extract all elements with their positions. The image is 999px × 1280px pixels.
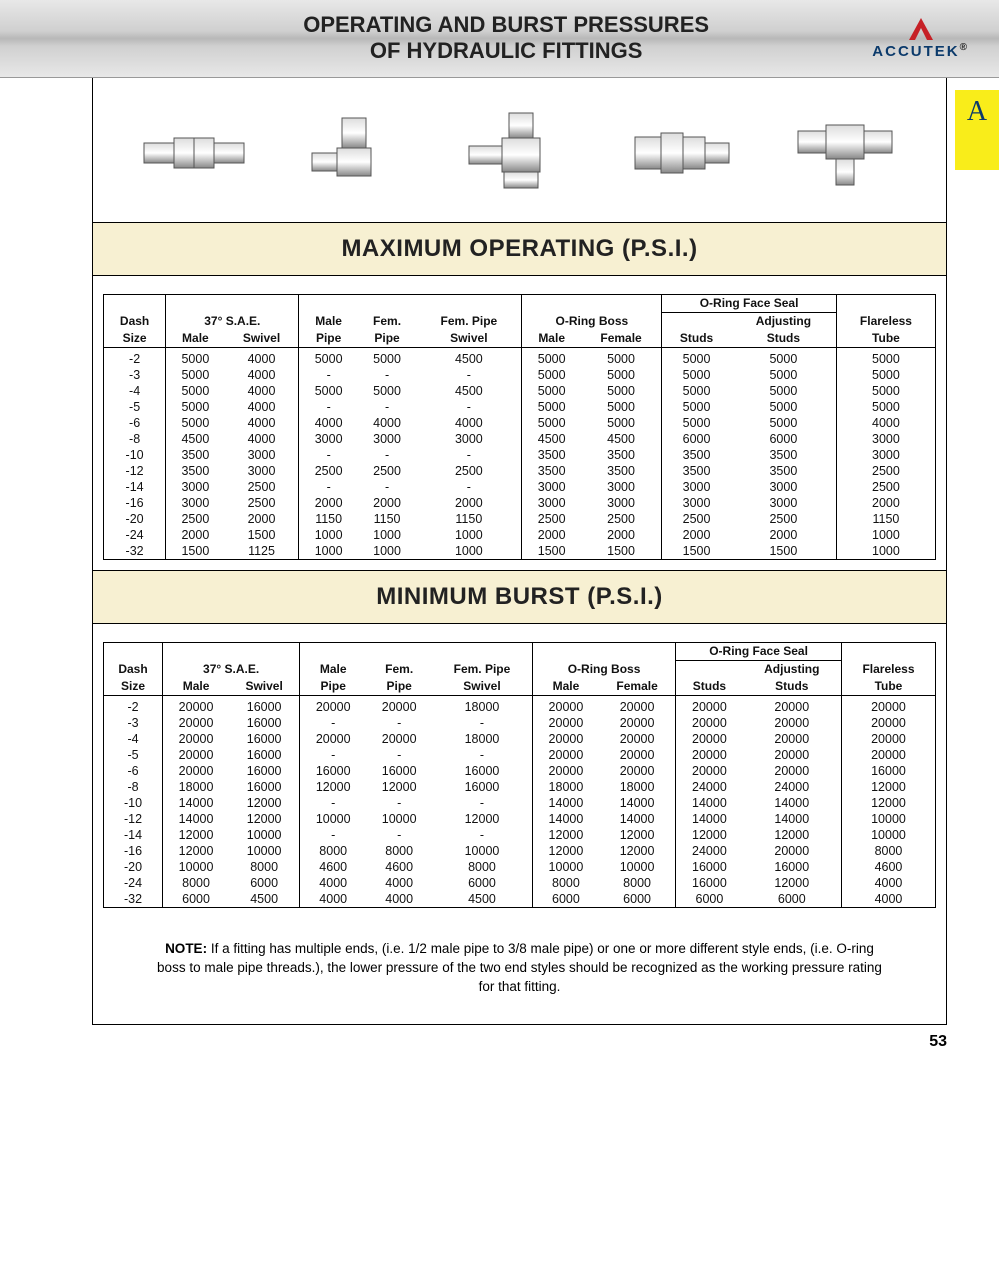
table-row: -201000080004600460080001000010000160001…: [104, 859, 936, 875]
table-row: -321500112510001000100015001500150015001…: [104, 543, 936, 560]
table-row: -620000160001600016000160002000020000200…: [104, 763, 936, 779]
table-row: -101400012000---140001400014000140001200…: [104, 795, 936, 811]
table-row: -242000150010001000100020002000200020001…: [104, 527, 936, 543]
title-line2: OF HYDRAULIC FITTINGS: [370, 38, 643, 63]
brand-name: ACCUTEK®: [872, 42, 969, 60]
table-row: -1035003000---35003500350035003000: [104, 447, 936, 463]
table-row: -121400012000100001000012000140001400014…: [104, 811, 936, 827]
fitting-orfs-icon: [627, 123, 737, 183]
brand-triangle-icon: [905, 16, 937, 42]
page-number: 53: [0, 1025, 999, 1065]
content-frame: MAXIMUM OPERATING (P.S.I.) O-Ring Face S…: [92, 78, 947, 1026]
header-bar: OPERATING AND BURST PRESSURES OF HYDRAUL…: [0, 0, 999, 78]
page-title: OPERATING AND BURST PRESSURES OF HYDRAUL…: [140, 12, 872, 65]
footnote: NOTE: If a fitting has multiple ends, (i…: [93, 918, 946, 1025]
table-row: -32000016000---2000020000200002000020000: [104, 715, 936, 731]
fitting-images-row: [93, 78, 946, 222]
section-title-burst: MINIMUM BURST (P.S.I.): [93, 570, 946, 624]
table-row: -350004000---50005000500050005000: [104, 367, 936, 383]
note-label: NOTE:: [165, 941, 207, 956]
table-row: -250004000500050004500500050005000500050…: [104, 347, 936, 367]
table-row: -248000600040004000600080008000160001200…: [104, 875, 936, 891]
table-row: -845004000300030003000450045006000600030…: [104, 431, 936, 447]
table-row: -1430002500---30003000300030002500: [104, 479, 936, 495]
note-text: If a fitting has multiple ends, (i.e. 1/…: [157, 941, 882, 994]
fitting-elbow-npt-icon: [302, 113, 402, 193]
table-row: -123500300025002500250035003500350035002…: [104, 463, 936, 479]
brand-logo: ACCUTEK®: [872, 16, 969, 60]
section-tab: A: [955, 90, 999, 170]
fitting-elbow-orb-icon: [454, 108, 574, 198]
table-row: -163000250020002000200030003000300030002…: [104, 495, 936, 511]
table-row: -220000160002000020000180002000020000200…: [104, 695, 936, 715]
table-row: -650004000400040004000500050005000500040…: [104, 415, 936, 431]
section-title-max: MAXIMUM OPERATING (P.S.I.): [93, 222, 946, 276]
table-row: -326000450040004000450060006000600060004…: [104, 891, 936, 908]
table-min-burst: O-Ring Face SealDash37° S.A.E.MaleFem.Fe…: [93, 624, 946, 918]
table-row: -141200010000---120001200012000120001000…: [104, 827, 936, 843]
table-row: -52000016000---2000020000200002000020000: [104, 747, 936, 763]
table-row: -450004000500050004500500050005000500050…: [104, 383, 936, 399]
table-row: -202500200011501150115025002500250025001…: [104, 511, 936, 527]
fitting-tee-icon: [790, 113, 900, 193]
fitting-straight-icon: [139, 123, 249, 183]
table-row: -818000160001200012000160001800018000240…: [104, 779, 936, 795]
title-line1: OPERATING AND BURST PRESSURES: [303, 12, 709, 37]
table-max-operating: O-Ring Face SealDash37° S.A.E.MaleFem.Fe…: [93, 276, 946, 570]
table-row: -550004000---50005000500050005000: [104, 399, 936, 415]
table-row: -420000160002000020000180002000020000200…: [104, 731, 936, 747]
table-row: -161200010000800080001000012000120002400…: [104, 843, 936, 859]
